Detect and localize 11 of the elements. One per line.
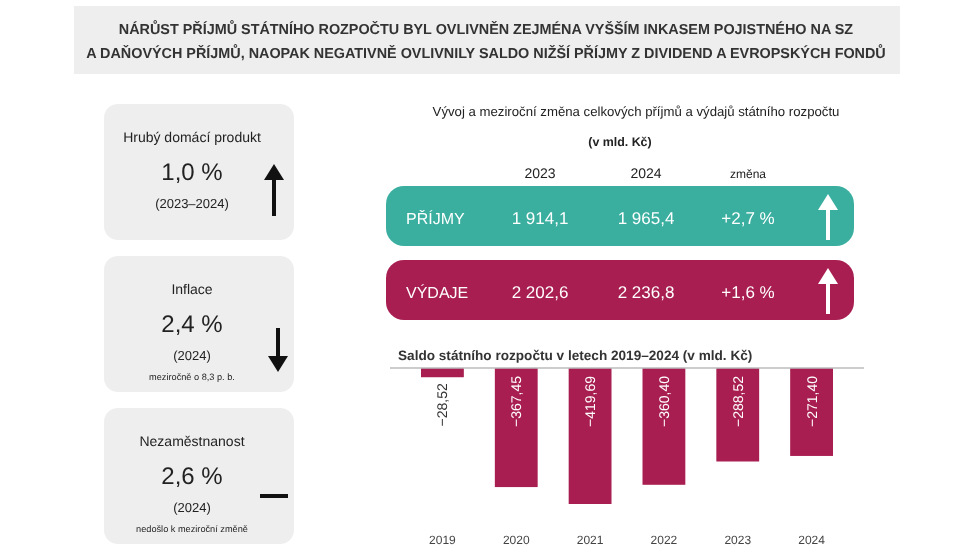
text: +1,6 % — [721, 282, 776, 302]
text: +2,7 % — [721, 208, 776, 228]
text: VÝDAJE — [406, 284, 469, 302]
text: 2,6 % — [161, 462, 224, 490]
text: 2 202,6 — [511, 282, 569, 302]
text: 1 914,1 — [511, 208, 569, 228]
text: 2,4 % — [161, 310, 224, 338]
text: PŘÍJMY — [406, 210, 466, 228]
text: 1 965,4 — [617, 208, 675, 228]
text: 2 236,8 — [617, 282, 675, 302]
text: 1,0 % — [161, 158, 224, 186]
